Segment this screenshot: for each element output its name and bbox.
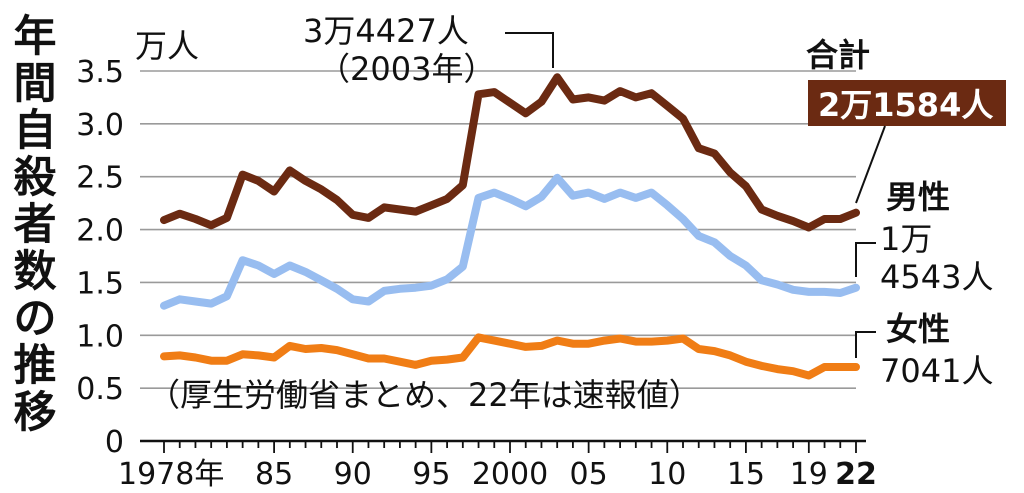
chart-title-char: 数 [13,247,57,297]
series-lines [160,73,860,380]
x-tick-label: 85 [255,457,293,492]
total-label: 合計 [806,36,870,74]
series-line-合計 [160,73,860,232]
y-tick-label: 3.0 [76,108,124,143]
chart-title-char: 移 [13,388,57,438]
chart-title-char: 推 [13,341,57,391]
chart-title-char: 間 [13,59,57,109]
female-value: 7041人 [880,352,993,390]
chart-title-char: 者 [13,200,57,250]
peak-value-annotation: 3万4427人 [303,12,469,50]
x-tick-label: 95 [412,457,450,492]
gridlines [140,70,856,389]
source-note: （厚生労働省まとめ、22年は速報値） [148,376,701,414]
y-tick-label: 2.5 [76,161,124,196]
y-axis-ticks: 0 0.5 1.0 1.5 2.0 2.5 3.0 3.5 [76,55,124,460]
chart-title: 年間自殺者数の推移 [10,14,60,437]
y-tick-label: 1.5 [76,266,124,301]
chart-title-char: 自 [13,106,57,156]
peak-leader-line [505,32,554,68]
y-tick-label: 1.0 [76,319,124,354]
x-tick-label: 1978年 [118,457,224,492]
x-tick-label: 2000 [472,457,548,492]
female-label: 女性 [886,310,950,348]
series-line-男性 [160,173,860,310]
x-tick-label: 05 [570,457,608,492]
male-leader-line [855,242,876,277]
y-tick-label: 3.5 [76,55,124,90]
chart-title-char: 殺 [13,153,57,203]
male-label: 男性 [886,178,950,216]
x-axis: 1978年 85 90 95 2000 05 10 15 19 22 [118,439,877,492]
chart-title-char: 年 [13,12,57,62]
peak-year-annotation: （2003年） [318,50,495,88]
x-tick-label: 22 [835,457,877,492]
x-tick-label: 19 [790,457,828,492]
total-leader-line [855,125,886,204]
female-leader-line [855,331,876,358]
y-tick-label: 2.0 [76,214,124,249]
male-value-line1: 1万 [880,220,932,258]
x-tick-label: 90 [334,457,372,492]
x-tick-label: 15 [727,457,765,492]
male-value-line2: 4543人 [880,258,993,296]
unit-label: 万人 [135,27,199,65]
x-tick-label: 10 [648,457,686,492]
series-line-女性 [160,333,860,380]
y-tick-label: 0.5 [76,372,124,407]
y-tick-label: 0 [105,425,124,460]
total-value: 2万1584人 [818,86,993,124]
total-value-box [808,80,1006,126]
chart-title-char: の [13,294,57,344]
